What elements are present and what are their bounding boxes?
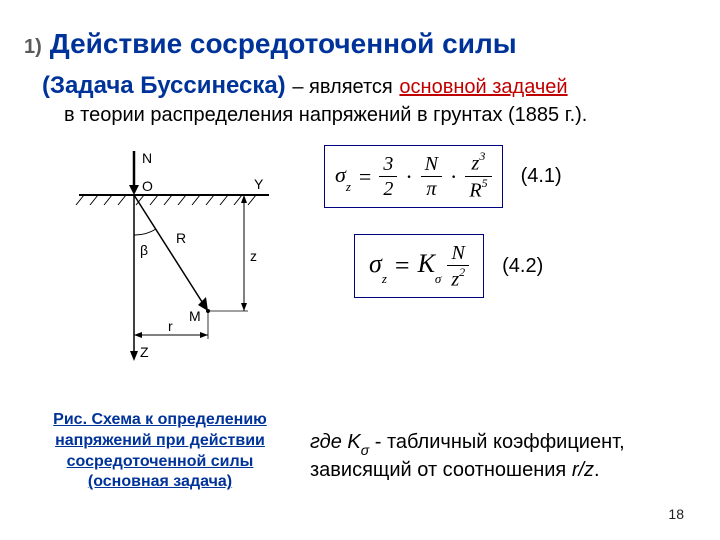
page-number: 18 xyxy=(668,506,684,522)
label-z: z xyxy=(250,248,257,264)
equation-1-row: σz = 3 2 · N π · z3 xyxy=(324,145,704,207)
equation-2-row: σz = Kσ N z2 (4.2) xyxy=(324,234,704,299)
label-N: N xyxy=(142,150,152,166)
subtitle-dash: – является xyxy=(292,76,392,98)
equations-area: σz = 3 2 · N π · z3 xyxy=(324,145,704,324)
figure-caption: Рис. Схема к определению напряжений при … xyxy=(30,410,290,493)
label-r: r xyxy=(168,318,173,334)
label-Y: Y xyxy=(254,176,264,192)
title-line: 1) Действие сосредоточенной силы xyxy=(24,28,680,60)
subtitle-line: (Задача Буссинеска) – является основной … xyxy=(42,70,680,102)
equation-2-box: σz = Kσ N z2 xyxy=(354,234,484,299)
explanation-text: где Kσ - табличный коэффициент, зависящи… xyxy=(310,430,690,483)
subtitle-paren: (Задача Буссинеска) xyxy=(42,72,286,99)
content-row: N O Y Z R β M r xyxy=(24,145,680,405)
label-beta: β xyxy=(140,242,148,258)
equation-2-number: (4.2) xyxy=(502,255,543,278)
subtitle-main: основной задачей xyxy=(399,76,567,98)
boussinesq-diagram: N O Y Z R β M r xyxy=(64,145,284,375)
equation-1-box: σz = 3 2 · N π · z3 xyxy=(324,145,503,207)
label-M: M xyxy=(189,308,201,324)
subtitle-cont: в теории распределения напряжений в грун… xyxy=(64,104,680,127)
bullet-number: 1) xyxy=(24,36,42,59)
label-R: R xyxy=(176,230,186,246)
label-Z: Z xyxy=(140,344,149,360)
equation-1-number: (4.1) xyxy=(521,165,562,188)
label-O: O xyxy=(142,178,153,194)
title-text: Действие сосредоточенной силы xyxy=(50,28,517,60)
